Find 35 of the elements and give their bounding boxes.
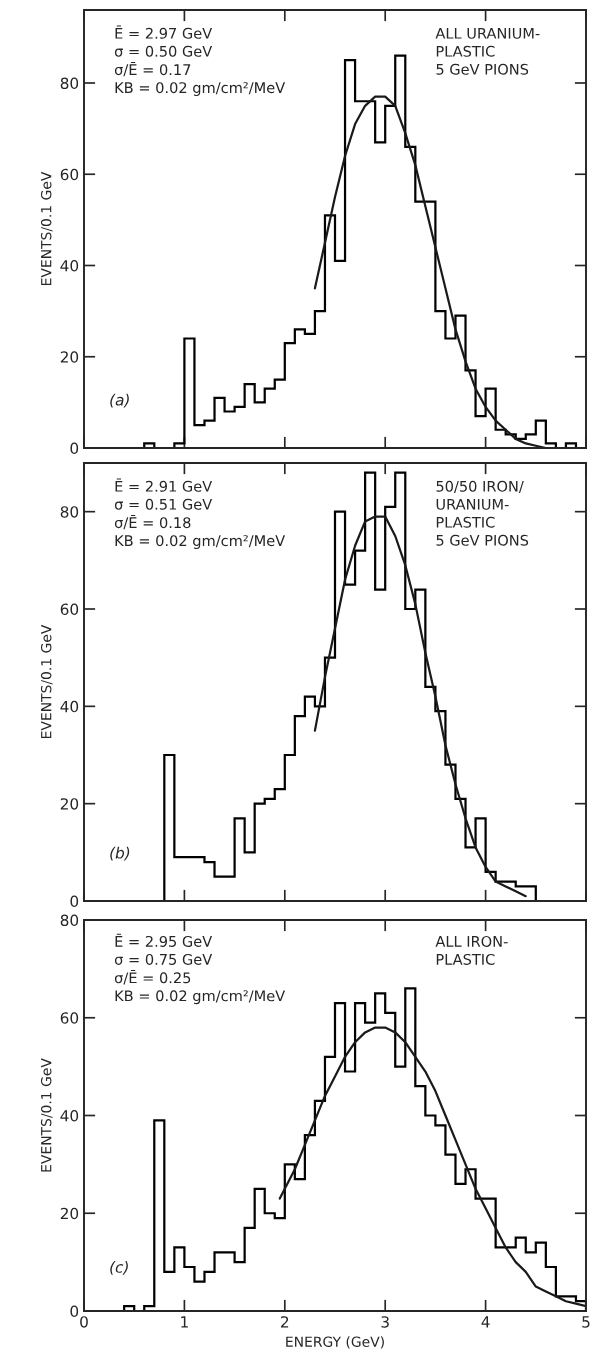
y-axis-title: EVENTS/0.1 GeV (40, 624, 53, 738)
line-series (313, 515, 527, 898)
y-tick-label: 80 (60, 506, 79, 518)
annotation: 50/50 IRON/ URANIUM- PLASTIC 5 GeV PIONS (436, 480, 529, 546)
y-tick-label: 0 (70, 442, 79, 455)
y-tick-label: 40 (60, 1109, 79, 1122)
y-tick-label: 60 (60, 1012, 79, 1024)
y-axis-title: EVENTS/0.1 GeV (40, 171, 53, 285)
x-tick-label: 3 (381, 1316, 389, 1328)
x-tick-label: 4 (481, 1316, 490, 1328)
y-tick-label: 20 (60, 351, 79, 363)
annotation: Ē = 2.91 GeV σ = 0.51 GeV σ/Ē = 0.18 KB = 0.02 gm/cm²/MeV (114, 478, 286, 550)
x-tick-label: 2 (281, 1316, 289, 1328)
x-tick-label: 0 (80, 1316, 88, 1328)
y-tick-label: 60 (60, 603, 79, 616)
y-tick-label: 60 (60, 168, 79, 181)
x-tick-label: 5 (582, 1316, 590, 1328)
annotation: (b) (110, 846, 130, 861)
x-tick-label: 1 (181, 1316, 188, 1328)
y-tick-label: 20 (60, 798, 79, 810)
y-tick-label: 0 (70, 895, 79, 908)
y-tick-label: 20 (60, 1207, 79, 1220)
annotation: (a) (110, 393, 129, 408)
y-tick-label: 40 (60, 700, 79, 713)
y-tick-label: 80 (60, 77, 79, 90)
y-axis-title: EVENTS/0.1 GeV (40, 1058, 53, 1172)
annotation: (c) (110, 1261, 128, 1275)
annotation: Ē = 2.95 GeV σ = 0.75 GeV σ/Ē = 0.25 KB = 0.02 gm/cm²/MeV (114, 933, 286, 1005)
annotation: ALL IRON- PLASTIC (435, 935, 508, 965)
y-tick-label: 0 (70, 1305, 79, 1318)
annotation: Ē = 2.97 GeV σ = 0.50 GeV σ/Ē = 0.17 KB = 0.02 gm/cm²/MeV (114, 25, 286, 97)
annotation: ALL URANIUM- PLASTIC 5 GeV PIONS (435, 27, 540, 75)
y-tick-label: 80 (60, 914, 79, 927)
y-tick-label: 40 (60, 259, 79, 272)
x-axis-title: ENERGY (GeV) (286, 1336, 384, 1349)
